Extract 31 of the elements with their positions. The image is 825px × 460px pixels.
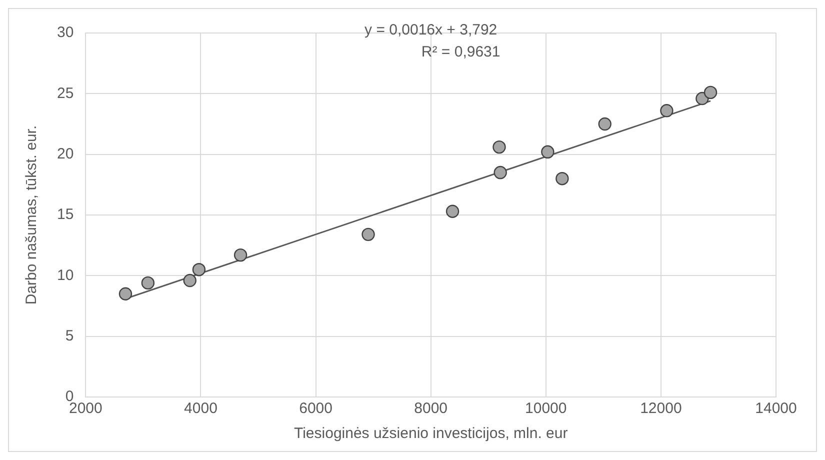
annotation: R² = 0,9631 bbox=[421, 44, 500, 61]
x-tick-label: 10000 bbox=[525, 400, 567, 418]
x-tick-label: 8000 bbox=[414, 400, 448, 418]
point bbox=[118, 287, 132, 300]
x-tick-label: 2000 bbox=[68, 400, 102, 418]
annotation: y = 0,0016x + 3,792 bbox=[364, 22, 498, 39]
point bbox=[494, 166, 507, 180]
x-tick-label: 14000 bbox=[755, 400, 797, 418]
point bbox=[556, 172, 569, 186]
y-axis-title: Darbo našumas, tūkst. eur. bbox=[23, 125, 40, 305]
point bbox=[704, 86, 718, 100]
point bbox=[492, 140, 506, 154]
x-tick-label: 6000 bbox=[299, 400, 332, 418]
point bbox=[141, 276, 155, 290]
y-tick-label: 30 bbox=[56, 24, 74, 42]
point bbox=[234, 248, 248, 262]
point bbox=[183, 274, 196, 288]
x-tick-label: 12000 bbox=[640, 400, 682, 418]
y-tick-label: 10 bbox=[56, 266, 74, 284]
point bbox=[192, 263, 206, 276]
y-tick-label: 15 bbox=[56, 206, 74, 224]
y-tick-label: 5 bbox=[65, 327, 74, 344]
point bbox=[660, 104, 674, 118]
point bbox=[446, 204, 460, 218]
point bbox=[362, 228, 375, 242]
y-tick-label: 25 bbox=[56, 84, 74, 102]
point bbox=[598, 117, 612, 131]
x-tick-label: 4000 bbox=[184, 400, 218, 418]
y-tick-label: 20 bbox=[56, 145, 74, 162]
x-axis-title: Tiesioginės užsienio investicijos, mln. eur bbox=[294, 425, 568, 442]
point bbox=[541, 145, 554, 159]
